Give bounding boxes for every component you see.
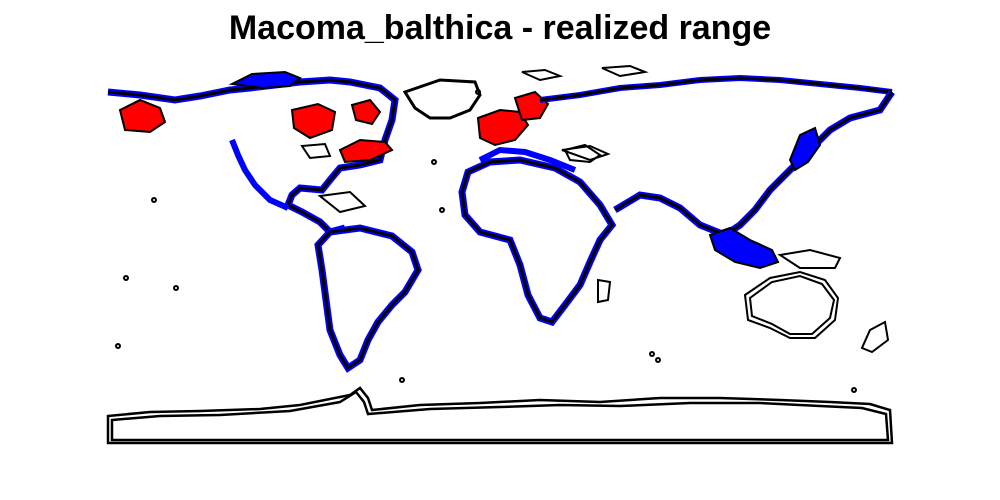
map-title: Macoma_balthica - realized range: [228, 9, 772, 47]
scandinavia-red: [513, 90, 550, 122]
arctic-islands: [300, 64, 649, 214]
europe-africa: [458, 90, 617, 327]
south-america: [314, 224, 422, 373]
siberia-coast-blue: [539, 74, 893, 103]
island-dots: [115, 89, 857, 393]
south-america-coast-blue: [314, 224, 422, 373]
new-guinea: [777, 248, 842, 269]
labrador-red: [350, 98, 382, 126]
siberia-coast-black: [539, 76, 893, 102]
japan: [788, 126, 822, 172]
southeast-asia-blue: [708, 226, 780, 270]
europe-coast-blue: [478, 146, 577, 173]
west-coast-outline: [229, 138, 290, 211]
south-america-coast-black: [316, 226, 420, 371]
africa-coast-blue: [458, 156, 617, 327]
madagascar: [597, 278, 612, 304]
asia: [539, 74, 895, 270]
europe-red: [476, 108, 530, 147]
australia-outline-inner: [748, 274, 836, 335]
hudson-red: [290, 102, 337, 140]
australia: [743, 248, 890, 354]
antarctica: [106, 386, 894, 445]
new-zealand: [860, 320, 890, 354]
canada-red: [118, 98, 167, 134]
canada-east-red: [338, 138, 394, 164]
north-america: [107, 70, 482, 236]
africa-coast-black: [460, 158, 614, 324]
greenland-outline: [402, 78, 482, 120]
east-asia-coast-black: [614, 91, 894, 237]
australia-outline: [743, 270, 840, 339]
alaska-blue: [228, 70, 302, 90]
north-america-coast-black: [107, 78, 397, 234]
